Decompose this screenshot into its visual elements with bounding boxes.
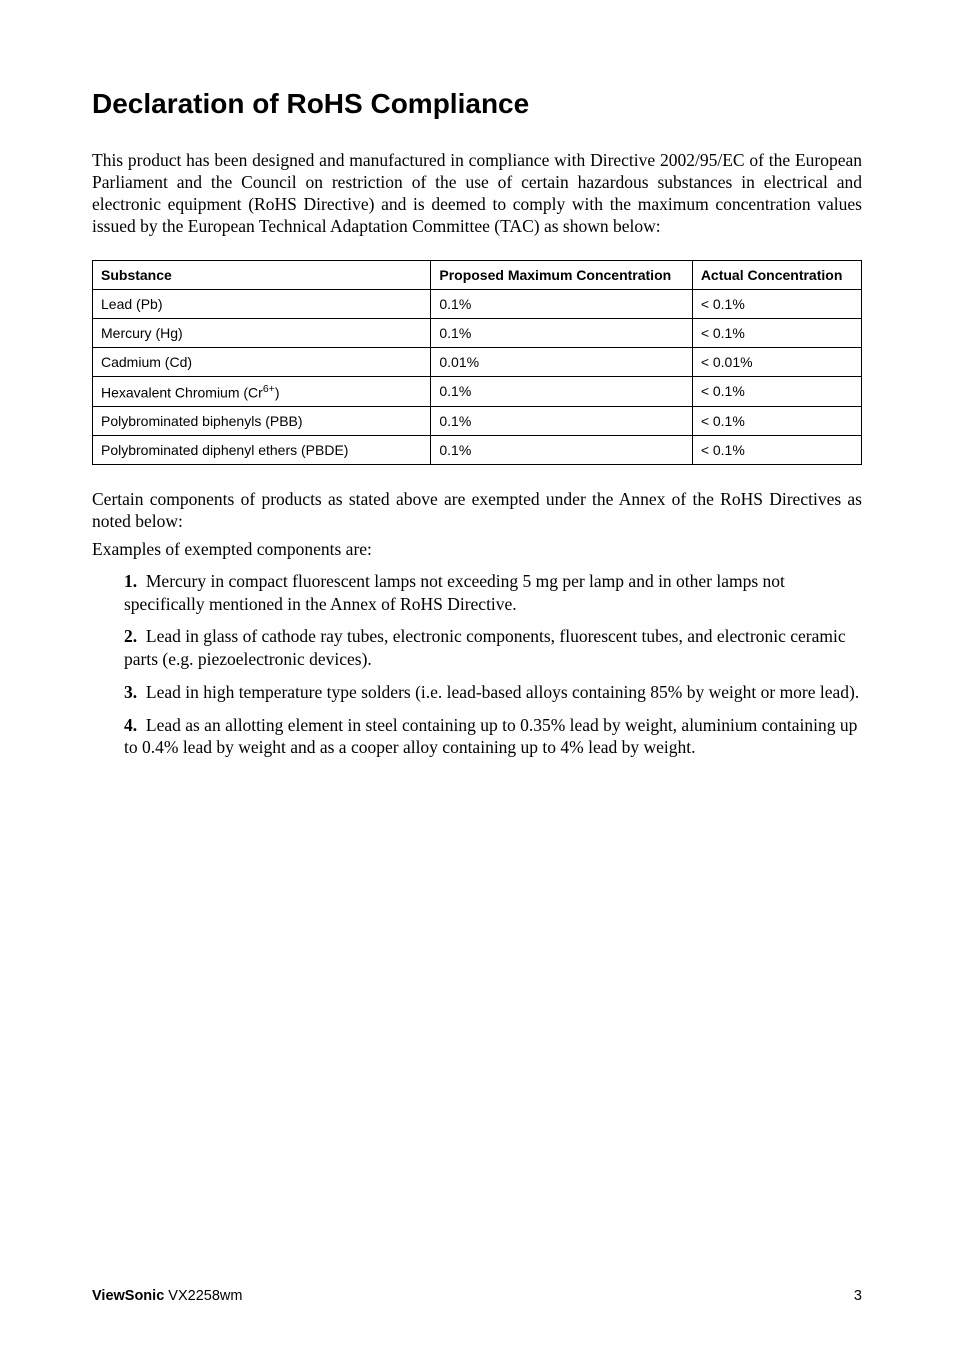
table-row: Hexavalent Chromium (Cr6+) 0.1% < 0.1% <box>93 376 862 407</box>
footer-page-number: 3 <box>854 1288 862 1304</box>
intro-paragraph: This product has been designed and manuf… <box>92 150 862 238</box>
list-item-number: 3. <box>124 682 137 702</box>
cell-proposed: 0.1% <box>431 318 692 347</box>
rohs-table: Substance Proposed Maximum Concentration… <box>92 260 862 466</box>
cell-substance: Polybrominated diphenyl ethers (PBDE) <box>93 436 431 465</box>
list-item-number: 1. <box>124 571 137 591</box>
page: Declaration of RoHS Compliance This prod… <box>0 0 954 1350</box>
cell-actual: < 0.1% <box>692 407 861 436</box>
list-item-text: Lead in glass of cathode ray tubes, elec… <box>124 626 846 669</box>
cell-proposed: 0.1% <box>431 436 692 465</box>
list-item: 4. Lead as an allotting element in steel… <box>124 714 862 760</box>
cell-actual: < 0.01% <box>692 347 861 376</box>
col-header-substance: Substance <box>93 260 431 289</box>
cell-actual: < 0.1% <box>692 436 861 465</box>
cell-substance: Hexavalent Chromium (Cr6+) <box>93 376 431 407</box>
list-item: 3. Lead in high temperature type solders… <box>124 681 862 704</box>
cell-substance: Lead (Pb) <box>93 289 431 318</box>
cell-proposed: 0.1% <box>431 407 692 436</box>
list-item-text: Lead as an allotting element in steel co… <box>124 715 857 758</box>
cell-actual: < 0.1% <box>692 289 861 318</box>
page-title: Declaration of RoHS Compliance <box>92 88 862 120</box>
list-item-number: 2. <box>124 626 137 646</box>
list-item: 1. Mercury in compact fluorescent lamps … <box>124 570 862 616</box>
list-item: 2. Lead in glass of cathode ray tubes, e… <box>124 625 862 671</box>
table-row: Lead (Pb) 0.1% < 0.1% <box>93 289 862 318</box>
cell-proposed: 0.01% <box>431 347 692 376</box>
table-row: Cadmium (Cd) 0.01% < 0.01% <box>93 347 862 376</box>
cell-substance: Polybrominated biphenyls (PBB) <box>93 407 431 436</box>
table-row: Polybrominated diphenyl ethers (PBDE) 0.… <box>93 436 862 465</box>
list-item-text: Mercury in compact fluorescent lamps not… <box>124 571 785 614</box>
col-header-proposed: Proposed Maximum Concentration <box>431 260 692 289</box>
list-item-text: Lead in high temperature type solders (i… <box>146 682 859 702</box>
exemption-note: Certain components of products as stated… <box>92 489 862 533</box>
list-item-number: 4. <box>124 715 137 735</box>
table-row: Polybrominated biphenyls (PBB) 0.1% < 0.… <box>93 407 862 436</box>
cell-actual: < 0.1% <box>692 376 861 407</box>
footer-model: VX2258wm <box>168 1288 242 1304</box>
table-row: Mercury (Hg) 0.1% < 0.1% <box>93 318 862 347</box>
table-header-row: Substance Proposed Maximum Concentration… <box>93 260 862 289</box>
examples-label: Examples of exempted components are: <box>92 539 862 560</box>
cell-proposed: 0.1% <box>431 289 692 318</box>
cell-substance: Mercury (Hg) <box>93 318 431 347</box>
footer-brand: ViewSonic <box>92 1288 164 1304</box>
cell-actual: < 0.1% <box>692 318 861 347</box>
page-footer: ViewSonic VX2258wm 3 <box>92 1288 862 1304</box>
exemption-list: 1. Mercury in compact fluorescent lamps … <box>92 570 862 759</box>
col-header-actual: Actual Concentration <box>692 260 861 289</box>
cell-proposed: 0.1% <box>431 376 692 407</box>
cell-substance: Cadmium (Cd) <box>93 347 431 376</box>
